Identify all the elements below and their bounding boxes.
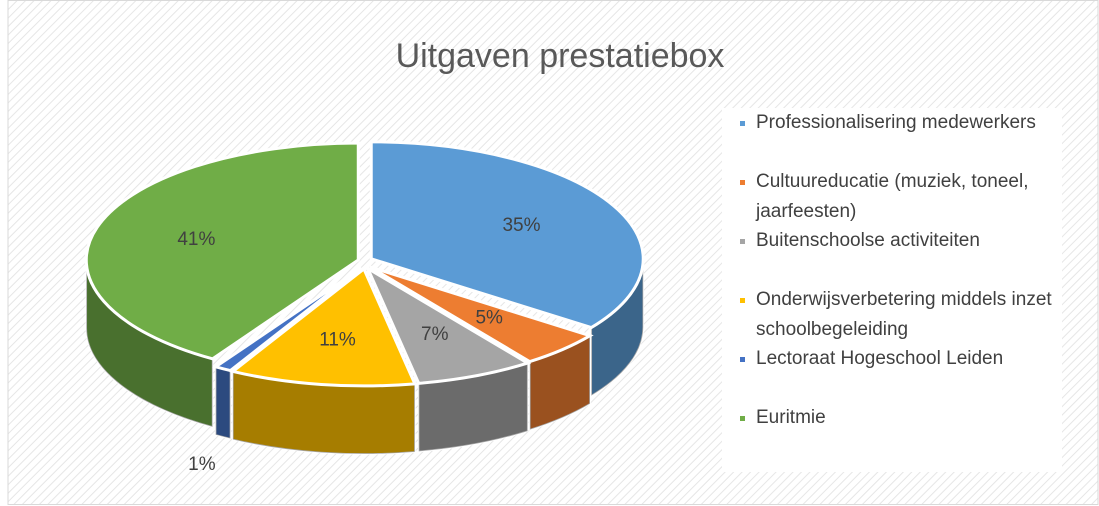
slice — [369, 140, 645, 330]
legend-item: Professionalisering medewerkers — [736, 108, 1062, 167]
legend-item: Onderwijsverbetering middels inzet schoo… — [736, 285, 1062, 344]
slice — [84, 141, 360, 361]
side-shade — [86, 260, 213, 427]
legend-swatch — [740, 416, 745, 421]
side-shade — [215, 366, 231, 439]
data-label: 5% — [475, 307, 503, 328]
legend-label: Onderwijsverbetering middels inzet schoo… — [756, 289, 1052, 340]
legend-swatch — [740, 357, 745, 362]
side-shade — [232, 371, 415, 454]
legend-label: Lectoraat Hogeschool Leiden — [756, 348, 1004, 369]
chart-title: Uitgaven prestatiebox — [396, 37, 725, 75]
legend-swatch — [740, 121, 745, 126]
data-label: 1% — [188, 454, 216, 475]
legend-swatch — [740, 180, 745, 185]
side-shade — [591, 258, 644, 396]
legend-swatch — [740, 298, 745, 303]
slice — [364, 264, 532, 385]
data-label: 7% — [421, 324, 449, 345]
slice — [369, 265, 594, 364]
legend-label: Professionalisering medewerkers — [756, 112, 1036, 133]
legend: Professionalisering medewerkers Cultuured… — [722, 108, 1062, 472]
slice — [212, 266, 363, 373]
data-label: 11% — [319, 330, 356, 351]
legend-label: Cultuureducatie (muziek, toneel, jaarfee… — [756, 171, 1029, 222]
data-label: 35% — [502, 215, 540, 236]
side-shade — [418, 363, 528, 452]
data-label: 41% — [177, 229, 215, 250]
legend-label: Buitenschoolse activiteiten — [756, 230, 980, 251]
legend-item: Cultuureducatie (muziek, toneel, jaarfee… — [736, 167, 1062, 226]
legend-item: Lectoraat Hogeschool Leiden — [736, 344, 1062, 403]
pie-sides — [85, 258, 644, 455]
slice — [229, 266, 418, 388]
legend-label: Euritmie — [756, 407, 826, 428]
legend-item: Euritmie — [736, 403, 1062, 462]
legend-swatch — [740, 239, 745, 244]
side-shade — [529, 335, 591, 430]
legend-item: Buitenschoolse activiteiten — [736, 226, 1062, 285]
